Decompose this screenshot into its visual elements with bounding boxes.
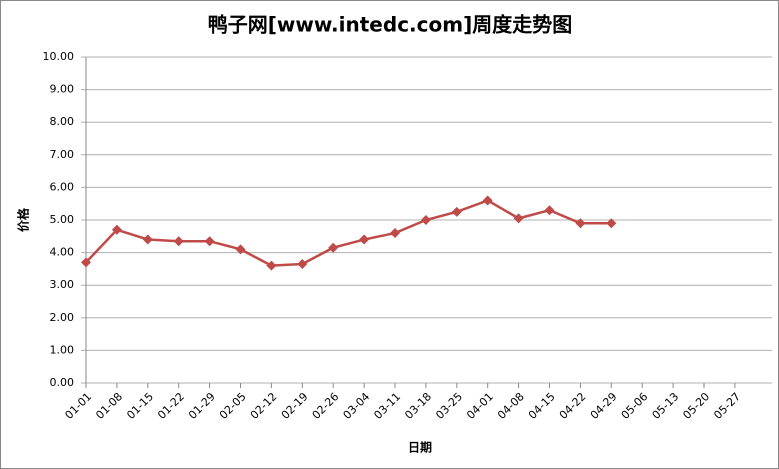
data-point — [420, 215, 431, 225]
x-axis-label: 日期 — [408, 440, 432, 455]
data-point — [544, 205, 555, 216]
data-point — [173, 236, 184, 247]
data-point — [513, 213, 524, 224]
y-tick-label: 6.00 — [50, 180, 75, 193]
y-tick-label: 4.00 — [50, 246, 75, 259]
series-line — [85, 199, 612, 267]
data-point — [111, 224, 122, 235]
data-point — [235, 244, 246, 255]
data-point — [390, 228, 400, 239]
data-point — [204, 236, 215, 247]
chart-title: 鸭子网[www.intedc.com]周度走势图 — [208, 13, 572, 37]
data-point — [606, 218, 617, 229]
data-point — [266, 260, 277, 271]
data-point — [575, 218, 586, 229]
y-tick-label: 0.00 — [50, 376, 75, 389]
data-point — [328, 242, 339, 253]
data-point — [482, 195, 493, 206]
y-tick-label: 8.00 — [50, 115, 75, 128]
data-point — [359, 234, 370, 245]
y-tick-label: 3.00 — [50, 278, 75, 291]
y-tick-label: 2.00 — [50, 311, 75, 324]
y-tick-label: 10.00 — [43, 50, 75, 63]
y-axis-label: 价格 — [16, 207, 31, 232]
y-tick-label: 5.00 — [50, 213, 75, 226]
y-tick-label: 7.00 — [50, 148, 75, 161]
data-point — [81, 257, 91, 268]
data-point — [297, 259, 308, 270]
data-point — [451, 206, 462, 217]
data-point — [142, 234, 153, 245]
y-tick-label: 1.00 — [50, 343, 75, 356]
y-tick-label: 9.00 — [50, 83, 75, 96]
